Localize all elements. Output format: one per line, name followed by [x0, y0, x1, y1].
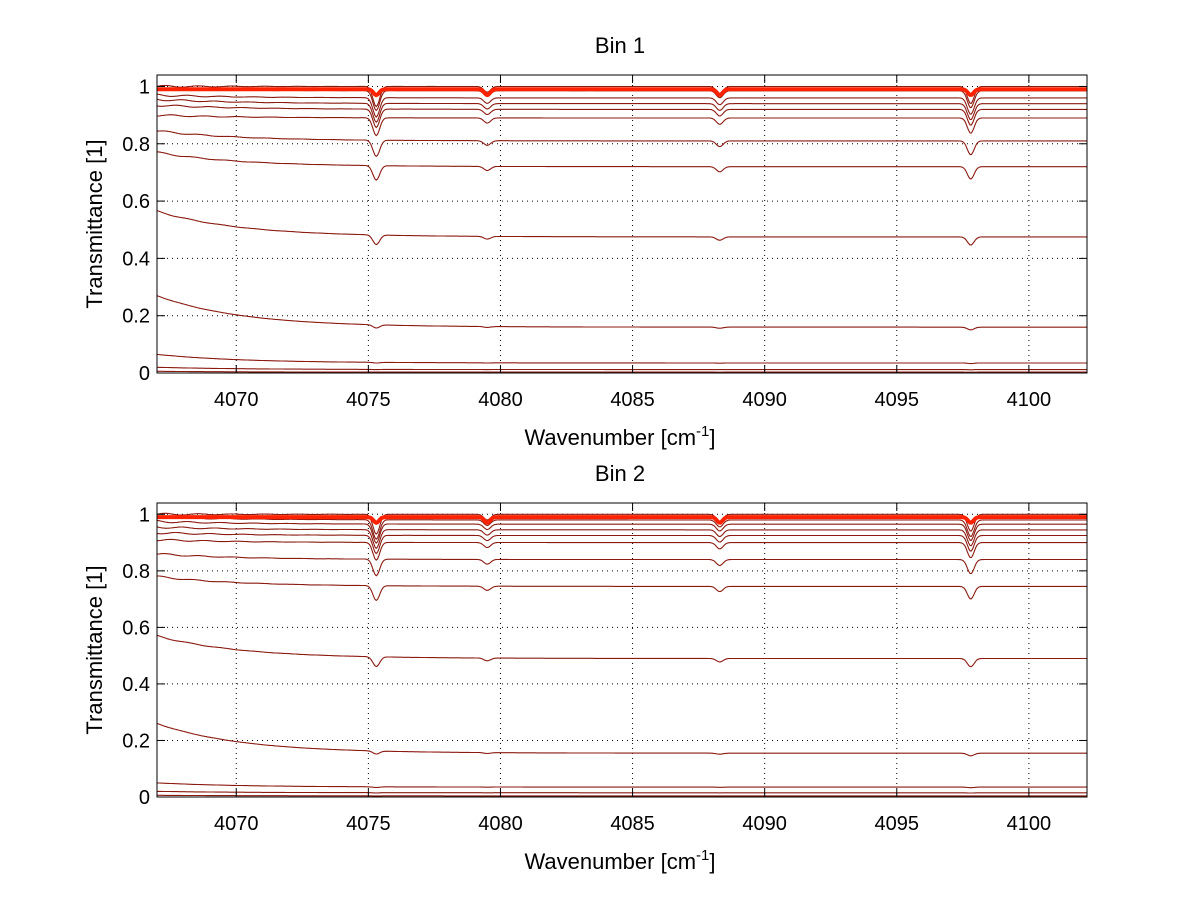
x-tick-label: 4085	[610, 389, 655, 411]
chart-panel-bin-2: 4070 4075 4080 4085 4090 4095 4100 0 0.2 0.4 0.6 0.…	[82, 461, 1088, 874]
chart-panel-bin-1: 4070 4075 4080 4085 4090 4095 4100 0 0.2 0.4 0.6 0.…	[82, 33, 1088, 450]
series-line	[156, 531, 1087, 555]
series-line	[156, 295, 1087, 331]
series-line	[156, 84, 1087, 108]
series-line	[156, 210, 1087, 246]
x-tick-label: 4080	[478, 389, 523, 411]
x-tick-label: 4100	[1007, 813, 1052, 835]
series-line	[156, 515, 1087, 541]
top-series-band	[157, 515, 1087, 525]
series-line	[157, 370, 1087, 373]
series-line	[157, 794, 1087, 797]
series-line	[156, 526, 1087, 550]
x-tick-label: 4090	[742, 389, 787, 411]
y-tick-label: 1	[139, 504, 150, 526]
x-tick-label: 4075	[346, 389, 391, 411]
x-tick-label: 4070	[214, 813, 259, 835]
x-tick-label: 4100	[1007, 389, 1052, 411]
x-tick-label: 4075	[346, 813, 391, 835]
series-line	[156, 151, 1087, 181]
series-line	[157, 130, 1087, 158]
y-tick-label: 0.4	[122, 674, 150, 696]
y-tick-label: 0.8	[122, 561, 150, 583]
series-line	[156, 512, 1087, 535]
series-line	[156, 553, 1087, 577]
axes-frame	[156, 74, 1088, 374]
x-tick-label: 4090	[742, 813, 787, 835]
series-line	[157, 538, 1087, 561]
series-line	[156, 722, 1087, 757]
y-tick-label: 0.2	[122, 306, 150, 328]
y-tick-label: 0.6	[122, 191, 150, 213]
chart-title: Bin 2	[595, 461, 645, 486]
x-tick-label: 4085	[610, 813, 655, 835]
y-tick-label: 0.2	[122, 730, 150, 752]
x-axis-label: Wavenumber [cm-1]	[524, 847, 715, 874]
y-tick-label: 0.8	[122, 134, 150, 156]
x-tick-label: 4095	[875, 389, 920, 411]
y-tick-label: 0.6	[122, 617, 150, 639]
series-line	[157, 366, 1087, 371]
axes-frame	[156, 502, 1088, 798]
chart-title: Bin 1	[595, 33, 645, 58]
series-line	[156, 575, 1087, 602]
y-axis-label: Transmittance [1]	[82, 139, 107, 308]
series-line	[156, 519, 1087, 544]
x-tick-label: 4080	[478, 813, 523, 835]
series-line	[156, 93, 1087, 118]
plot-area	[157, 75, 1087, 373]
x-axis-label: Wavenumber [cm-1]	[524, 423, 715, 450]
series-line	[156, 782, 1087, 789]
x-tick-label: 4095	[875, 813, 920, 835]
y-tick-label: 0	[139, 363, 150, 385]
y-tick-label: 0.4	[122, 248, 150, 270]
series-line	[156, 114, 1087, 137]
top-series-band	[157, 87, 1087, 98]
y-axis-label: Transmittance [1]	[82, 565, 107, 734]
series-line	[157, 790, 1087, 794]
y-tick-label: 1	[139, 76, 150, 98]
x-tick-label: 4070	[214, 389, 259, 411]
series-line	[156, 104, 1087, 129]
y-tick-label: 0	[139, 787, 150, 809]
series-line	[156, 353, 1087, 365]
series-line	[156, 98, 1087, 124]
series-line	[156, 634, 1087, 668]
